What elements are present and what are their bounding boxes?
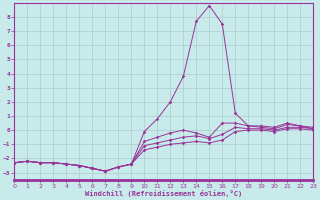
X-axis label: Windchill (Refroidissement éolien,°C): Windchill (Refroidissement éolien,°C)	[85, 190, 243, 197]
